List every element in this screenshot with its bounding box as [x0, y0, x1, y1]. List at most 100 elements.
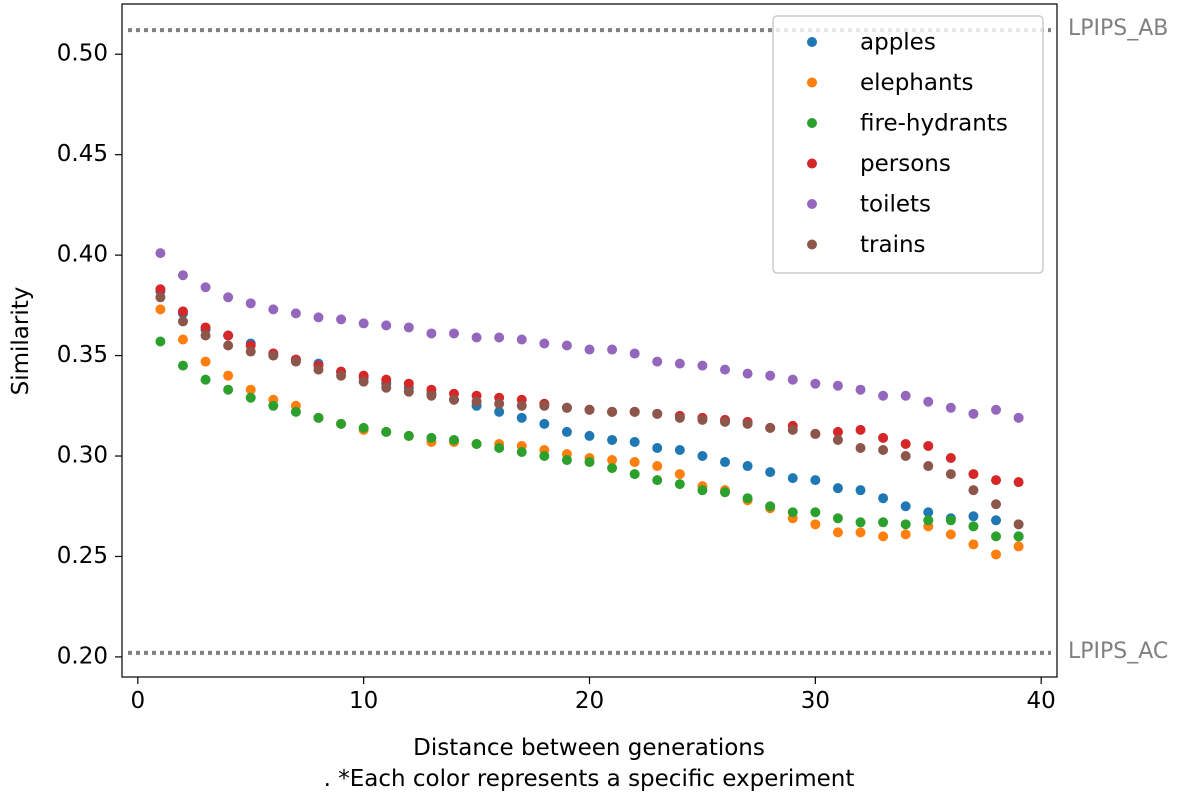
legend-label-toilets: toilets	[860, 192, 931, 218]
data-point-persons	[223, 330, 234, 341]
data-point-elephants	[855, 527, 866, 538]
data-point-toilets	[945, 402, 956, 413]
data-point-toilets	[245, 298, 256, 309]
data-point-trains	[787, 424, 798, 435]
data-point-apples	[720, 457, 731, 468]
data-point-fire-hydrants	[539, 451, 550, 462]
y-axis-label: Similarity	[8, 287, 34, 396]
legend-label-elephants: elephants	[860, 70, 974, 96]
data-point-fire-hydrants	[584, 457, 595, 468]
data-point-trains	[268, 350, 279, 361]
data-point-trains	[494, 398, 505, 409]
data-point-apples	[607, 434, 618, 445]
data-point-apples	[855, 485, 866, 496]
data-point-toilets	[991, 404, 1002, 415]
x-tick-label: 30	[801, 688, 830, 714]
data-point-fire-hydrants	[471, 438, 482, 449]
legend-marker-elephants	[807, 77, 817, 88]
data-point-trains	[765, 422, 776, 433]
data-point-elephants	[223, 370, 234, 381]
legend: apples elephants fire-hydrants persons toile…	[772, 15, 1044, 274]
reference-line-label: LPIPS_AB	[1068, 16, 1168, 41]
data-point-persons	[968, 469, 979, 480]
data-point-toilets	[1013, 412, 1024, 423]
data-point-elephants	[607, 455, 618, 466]
data-point-apples	[878, 493, 889, 504]
data-point-persons	[855, 424, 866, 435]
x-tick-label: 40	[1027, 688, 1056, 714]
legend-label-apples: apples	[860, 30, 936, 56]
data-point-apples	[832, 483, 843, 494]
data-point-persons	[155, 284, 166, 295]
legend-marker-apples	[807, 37, 817, 47]
data-points	[155, 248, 1024, 560]
data-point-toilets	[223, 292, 234, 303]
data-point-elephants	[968, 539, 979, 550]
data-point-trains	[742, 418, 753, 429]
data-point-fire-hydrants	[403, 430, 414, 441]
data-point-persons	[900, 438, 911, 449]
data-point-fire-hydrants	[313, 412, 324, 423]
legend-label-fire-hydrants: fire-hydrants	[860, 111, 1008, 137]
data-point-fire-hydrants	[561, 455, 572, 466]
data-point-fire-hydrants	[494, 442, 505, 453]
data-point-trains	[403, 386, 414, 397]
data-point-apples	[810, 475, 821, 486]
data-point-apples	[629, 436, 640, 447]
data-point-persons	[403, 378, 414, 389]
data-point-fire-hydrants	[629, 469, 640, 480]
data-point-apples	[516, 412, 527, 423]
y-tick-label: 0.30	[57, 443, 108, 469]
data-point-fire-hydrants	[923, 515, 934, 526]
data-point-trains	[561, 402, 572, 413]
data-point-apples	[561, 426, 572, 437]
data-point-toilets	[177, 270, 188, 281]
data-point-toilets	[697, 360, 708, 371]
data-point-trains	[855, 442, 866, 453]
data-point-fire-hydrants	[968, 521, 979, 532]
data-point-toilets	[674, 358, 685, 369]
data-point-persons	[991, 475, 1002, 486]
data-point-toilets	[471, 332, 482, 343]
data-point-fire-hydrants	[177, 360, 188, 371]
data-point-trains	[223, 340, 234, 351]
legend-marker-trains	[807, 239, 817, 250]
x-tick-label: 20	[575, 688, 604, 714]
data-point-toilets	[516, 334, 527, 345]
data-point-fire-hydrants	[268, 400, 279, 411]
data-point-trains	[290, 356, 301, 367]
data-point-toilets	[787, 374, 798, 385]
data-point-toilets	[268, 304, 279, 315]
data-point-toilets	[832, 380, 843, 391]
data-point-trains	[674, 412, 685, 423]
data-point-toilets	[607, 344, 618, 355]
x-tick-label: 10	[349, 688, 378, 714]
data-point-trains	[245, 346, 256, 357]
y-tick-label: 0.45	[57, 141, 108, 167]
data-point-elephants	[832, 527, 843, 538]
data-point-elephants	[674, 469, 685, 480]
data-point-apples	[494, 406, 505, 417]
data-point-fire-hydrants	[832, 513, 843, 524]
data-point-elephants	[900, 529, 911, 540]
data-point-apples	[991, 515, 1002, 526]
data-point-trains	[629, 406, 640, 417]
data-point-trains	[923, 461, 934, 472]
data-point-persons	[945, 453, 956, 464]
legend-marker-persons	[807, 158, 817, 169]
legend-marker-toilets	[807, 199, 817, 209]
data-point-apples	[968, 511, 979, 522]
data-point-elephants	[878, 531, 889, 542]
data-point-apples	[765, 467, 776, 478]
legend-box	[772, 15, 1044, 274]
data-point-fire-hydrants	[358, 422, 369, 433]
data-point-trains	[652, 408, 663, 419]
data-point-trains	[381, 382, 392, 393]
data-point-fire-hydrants	[878, 517, 889, 528]
data-point-trains	[516, 400, 527, 411]
data-point-elephants	[245, 384, 256, 395]
data-point-trains	[607, 406, 618, 417]
data-point-elephants	[652, 461, 663, 472]
data-point-toilets	[652, 356, 663, 367]
data-point-apples	[923, 507, 934, 518]
